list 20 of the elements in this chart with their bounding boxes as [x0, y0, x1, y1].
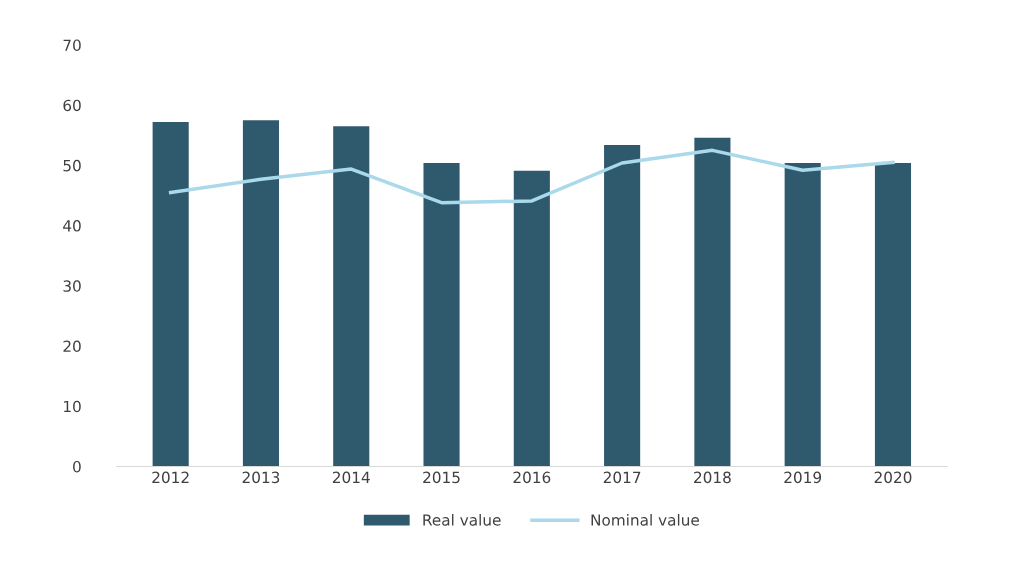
y-tick-label: 0	[73, 460, 81, 473]
x-tick-label: 2014	[332, 471, 370, 484]
x-tick-label: 2019	[784, 471, 822, 484]
x-tick-label: 2020	[874, 471, 912, 484]
x-tick-label: 2016	[513, 471, 551, 484]
x-tick-label: 2015	[423, 471, 460, 484]
y-tick-label: 10	[64, 400, 81, 413]
legend-label: Nominal value	[591, 513, 699, 526]
x-tick-label: 2018	[694, 471, 731, 484]
x-tick-label: 2012	[152, 471, 189, 484]
y-tick-label: 50	[63, 159, 81, 172]
legend-label: Real value	[423, 513, 501, 526]
y-tick-label: 40	[63, 220, 81, 232]
y-tick-label: 30	[63, 280, 81, 292]
x-tick-label: 2013	[242, 471, 280, 484]
y-tick-label: 70	[63, 39, 81, 51]
y-tick-label: 60	[63, 99, 81, 112]
x-tick-label: 2017	[603, 471, 641, 484]
line-series	[168, 148, 895, 205]
y-tick-label: 20	[63, 340, 81, 353]
